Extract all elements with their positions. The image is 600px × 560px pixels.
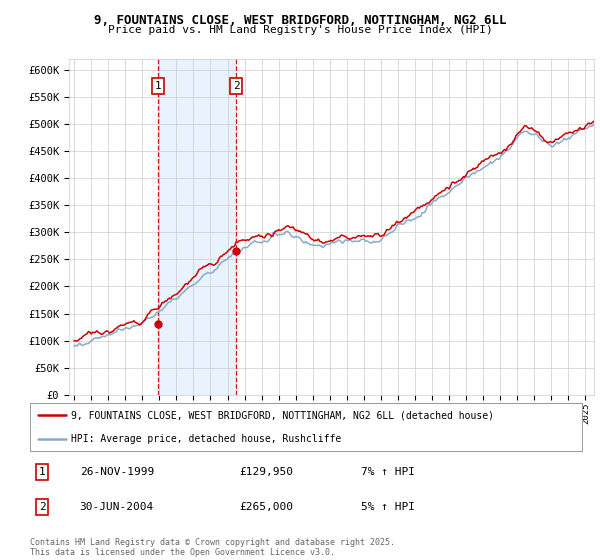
Text: £265,000: £265,000 [240, 502, 294, 512]
Text: 9, FOUNTAINS CLOSE, WEST BRIDGFORD, NOTTINGHAM, NG2 6LL: 9, FOUNTAINS CLOSE, WEST BRIDGFORD, NOTT… [94, 14, 506, 27]
Text: 2: 2 [233, 81, 239, 91]
Bar [158, 59, 236, 395]
Text: HPI: Average price, detached house, Rushcliffe: HPI: Average price, detached house, Rush… [71, 434, 341, 444]
Text: 9, FOUNTAINS CLOSE, WEST BRIDGFORD, NOTTINGHAM, NG2 6LL (detached house): 9, FOUNTAINS CLOSE, WEST BRIDGFORD, NOTT… [71, 410, 494, 420]
Text: 1: 1 [39, 467, 46, 477]
Text: 30-JUN-2004: 30-JUN-2004 [80, 502, 154, 512]
Text: 5% ↑ HPI: 5% ↑ HPI [361, 502, 415, 512]
Text: 26-NOV-1999: 26-NOV-1999 [80, 467, 154, 477]
Text: 2: 2 [39, 502, 46, 512]
Text: Contains HM Land Registry data © Crown copyright and database right 2025.
This d: Contains HM Land Registry data © Crown c… [30, 538, 395, 557]
Text: 1: 1 [155, 81, 161, 91]
Text: £129,950: £129,950 [240, 467, 294, 477]
Text: Price paid vs. HM Land Registry's House Price Index (HPI): Price paid vs. HM Land Registry's House … [107, 25, 493, 35]
Text: 7% ↑ HPI: 7% ↑ HPI [361, 467, 415, 477]
